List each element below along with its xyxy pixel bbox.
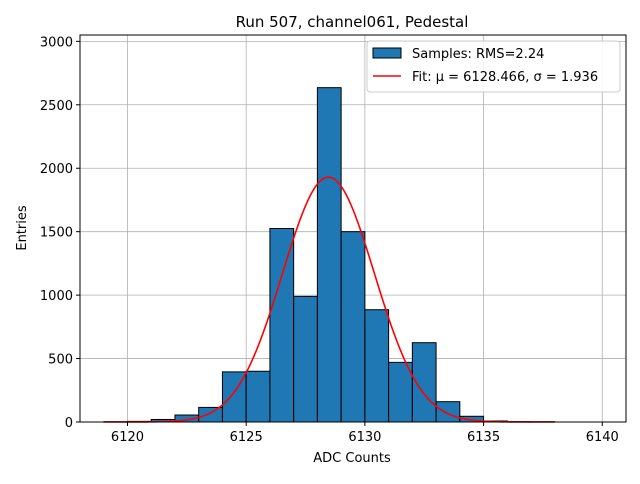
x-axis-label: ADC Counts <box>313 451 391 466</box>
y-tick-label: 1500 <box>40 226 73 241</box>
histogram-bar <box>317 88 341 422</box>
y-tick-label: 2500 <box>40 99 73 114</box>
histogram-bar <box>365 310 389 422</box>
histogram-bar <box>389 362 413 422</box>
histogram-bar <box>270 229 294 423</box>
x-tick-label: 6130 <box>348 430 381 445</box>
chart-title: Run 507, channel061, Pedestal <box>236 13 469 31</box>
y-tick-label: 500 <box>48 353 73 368</box>
y-tick-label: 3000 <box>40 35 73 50</box>
legend-histogram-label: Samples: RMS=2.24 <box>412 47 544 62</box>
x-tick-label: 6140 <box>586 430 619 445</box>
histogram-bar <box>246 371 270 422</box>
x-tick-label: 6135 <box>467 430 500 445</box>
y-tick-label: 1000 <box>40 289 73 304</box>
legend-fit-label: Fit: μ = 6128.466, σ = 1.936 <box>412 70 598 85</box>
legend-histogram-swatch <box>373 48 401 58</box>
y-axis-label: Entries <box>15 205 30 251</box>
y-tick-label: 0 <box>65 416 73 431</box>
x-tick-label: 6125 <box>230 430 263 445</box>
x-tick-label: 6120 <box>111 430 144 445</box>
histogram-bar <box>294 296 318 422</box>
histogram-bar <box>341 232 365 422</box>
y-tick-label: 2000 <box>40 162 73 177</box>
histogram-bar <box>436 402 460 422</box>
legend: Samples: RMS=2.24 Fit: μ = 6128.466, σ =… <box>367 41 620 92</box>
histogram-bar <box>199 407 223 422</box>
